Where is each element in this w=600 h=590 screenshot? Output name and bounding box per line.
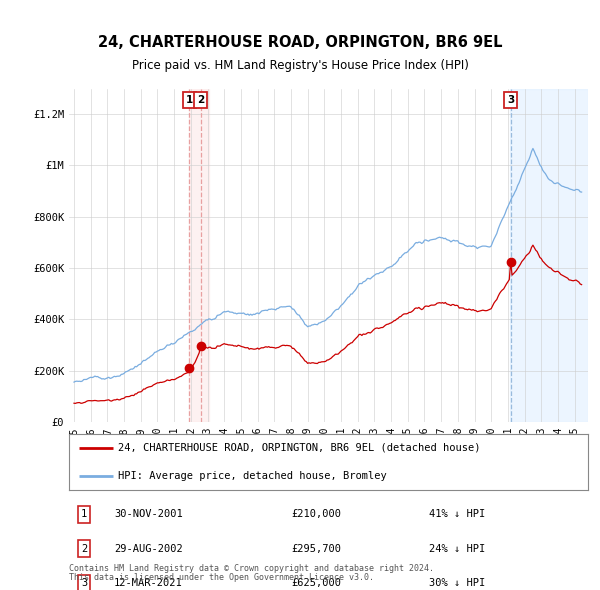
Text: 24, CHARTERHOUSE ROAD, ORPINGTON, BR6 9EL: 24, CHARTERHOUSE ROAD, ORPINGTON, BR6 9E…	[98, 35, 502, 50]
Text: 41% ↓ HPI: 41% ↓ HPI	[429, 509, 485, 519]
Text: £625,000: £625,000	[291, 578, 341, 588]
Text: 2: 2	[197, 95, 204, 105]
Text: This data is licensed under the Open Government Licence v3.0.: This data is licensed under the Open Gov…	[69, 573, 374, 582]
Text: 2: 2	[81, 543, 87, 553]
Text: 1: 1	[186, 95, 193, 105]
Bar	[510, 88, 588, 422]
Text: HPI: Average price, detached house, Bromley: HPI: Average price, detached house, Brom…	[118, 471, 387, 481]
Text: 30% ↓ HPI: 30% ↓ HPI	[429, 578, 485, 588]
Bar	[188, 88, 209, 422]
Text: Contains HM Land Registry data © Crown copyright and database right 2024.: Contains HM Land Registry data © Crown c…	[69, 564, 434, 573]
Text: 24, CHARTERHOUSE ROAD, ORPINGTON, BR6 9EL (detached house): 24, CHARTERHOUSE ROAD, ORPINGTON, BR6 9E…	[118, 442, 481, 453]
Text: £295,700: £295,700	[291, 543, 341, 553]
Text: 3: 3	[507, 95, 514, 105]
Text: 3: 3	[81, 578, 87, 588]
Text: 24% ↓ HPI: 24% ↓ HPI	[429, 543, 485, 553]
Text: 29-AUG-2002: 29-AUG-2002	[114, 543, 183, 553]
Text: Price paid vs. HM Land Registry's House Price Index (HPI): Price paid vs. HM Land Registry's House …	[131, 59, 469, 72]
Text: £210,000: £210,000	[291, 509, 341, 519]
Text: 1: 1	[81, 509, 87, 519]
Text: 12-MAR-2021: 12-MAR-2021	[114, 578, 183, 588]
Text: 30-NOV-2001: 30-NOV-2001	[114, 509, 183, 519]
